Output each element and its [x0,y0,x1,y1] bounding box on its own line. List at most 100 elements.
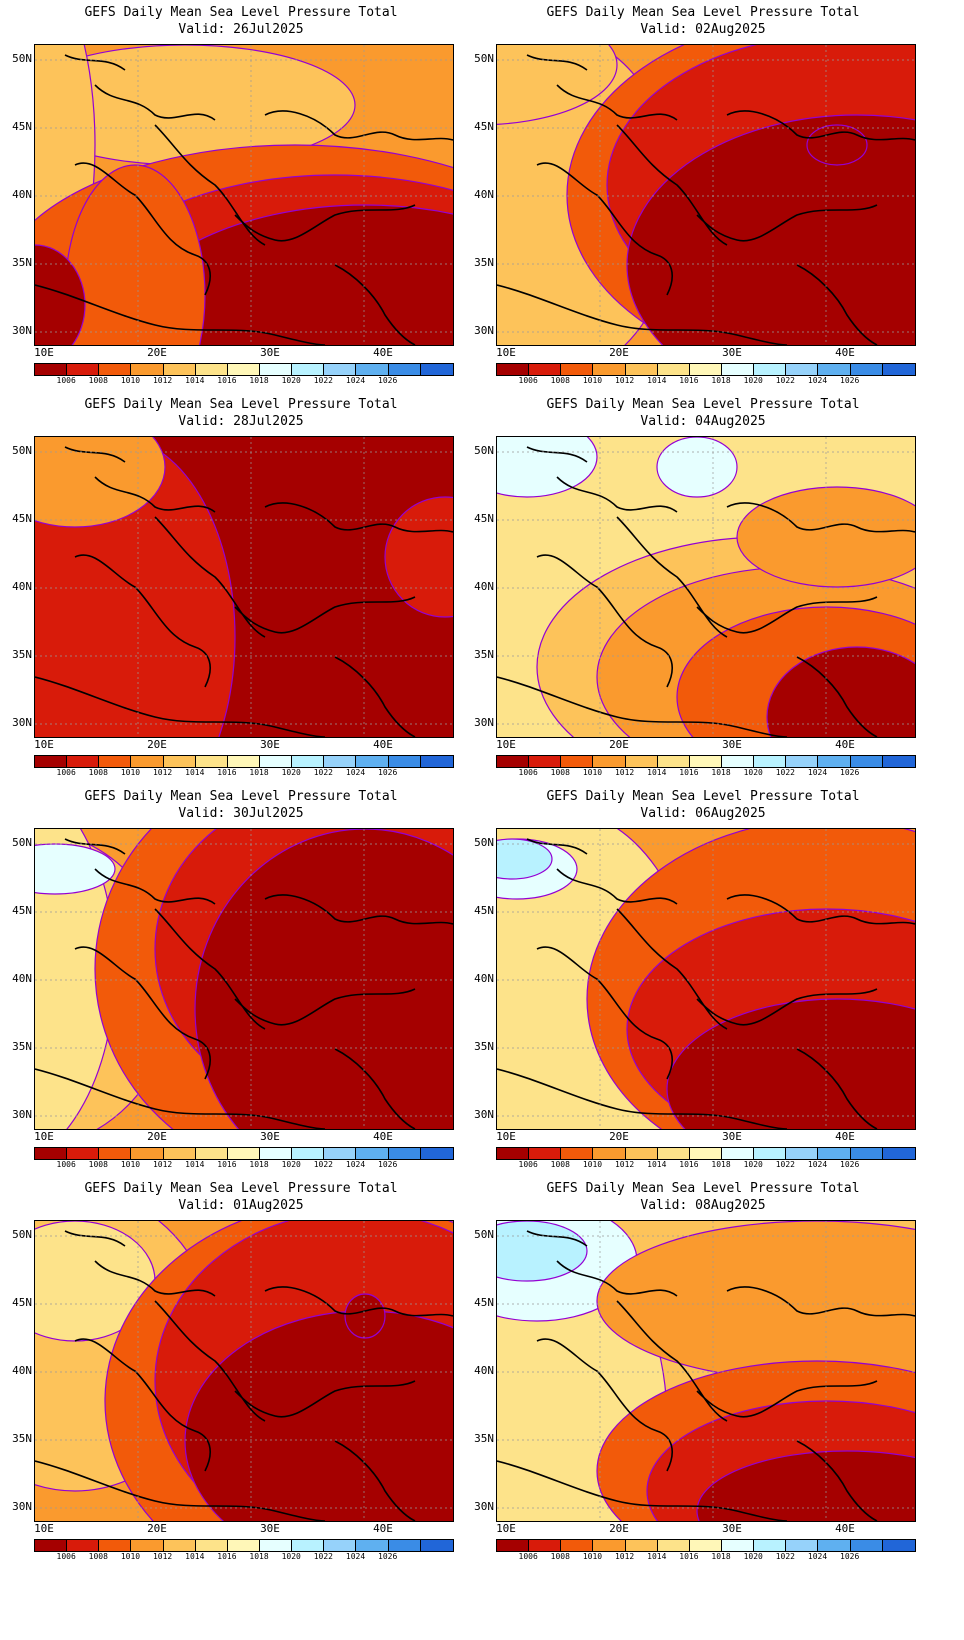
pressure-contour [497,1221,588,1282]
coastline [234,596,416,634]
colorbar-label: 1018 [711,768,731,777]
colorbar [496,755,916,768]
pressure-contour [497,437,598,498]
colorbar-swatch [259,1540,293,1551]
coastline [94,868,216,905]
colorbar-swatch [356,1540,389,1551]
lat-tick-label: 40N [12,972,32,985]
colorbar-label: 1006 [56,768,76,777]
colorbar-swatch [497,1148,530,1159]
colorbar-swatch [818,1540,851,1551]
colorbar [34,1539,454,1552]
colorbar-label: 1008 [88,1552,108,1561]
coastline [264,110,453,141]
colorbar-label: 1018 [711,376,731,385]
lat-tick-label: 30N [474,716,494,729]
coastline [526,1230,588,1247]
colorbar-swatch [388,364,421,375]
colorbar-swatch [754,1148,787,1159]
colorbar-swatch [818,1148,851,1159]
lon-tick-label: 40E [373,738,393,751]
colorbar-label: 1012 [152,1552,173,1561]
coastline [526,54,588,71]
colorbar-label: 1020 [743,376,763,385]
coastline [35,676,326,737]
colorbar-swatch [131,364,164,375]
colorbar-label: 1022 [775,1552,795,1561]
colorbar-label: 1024 [807,1552,828,1561]
colorbar-swatch [786,1540,819,1551]
pressure-map [34,436,454,738]
colorbar-swatch [689,1148,722,1159]
colorbar-swatch [356,1148,389,1159]
colorbar [496,363,916,376]
colorbar-label: 1022 [775,1160,795,1169]
lat-tick-label: 35N [12,648,32,661]
panel-title: GEFS Daily Mean Sea Level Pressure Total [84,397,398,412]
colorbar-label: 1006 [518,1160,538,1169]
lat-tick-label: 45N [12,512,32,525]
colorbar-swatch [388,1148,421,1159]
coastline [526,446,588,463]
lon-tick-label: 40E [373,1522,393,1535]
colorbar-swatch [529,1148,562,1159]
pressure-contour [384,496,453,618]
coastline [696,596,878,634]
panel-valid-date: Valid: 01Aug2025 [178,1198,304,1213]
colorbar-label: 1018 [711,1552,731,1561]
coastline [154,124,266,246]
lat-tick-label: 30N [12,1500,32,1513]
map-panel: GEFS Daily Mean Sea Level Pressure Total… [0,392,482,802]
coastline [536,946,673,1080]
lat-tick-label: 40N [474,188,494,201]
coastline [526,838,588,855]
panel-title: GEFS Daily Mean Sea Level Pressure Total [84,789,398,804]
colorbar-swatch [593,1540,626,1551]
lon-tick-label: 20E [147,738,167,751]
colorbar-label: 1006 [56,1552,76,1561]
pressure-contour [497,838,553,880]
coastline [154,1300,266,1422]
lon-tick-label: 20E [147,346,167,359]
lon-tick-label: 30E [722,1522,742,1535]
colorbar-label: 1016 [679,1552,699,1561]
coastline [726,1286,915,1317]
colorbar-swatch [561,756,594,767]
colorbar-swatch [259,1148,293,1159]
colorbar-label: 1018 [249,1552,269,1561]
colorbar-swatch [625,1540,658,1551]
coastline [796,264,878,345]
lon-tick-label: 30E [260,1130,280,1143]
lat-tick-label: 40N [12,188,32,201]
lon-tick-label: 20E [609,738,629,751]
panel-title: GEFS Daily Mean Sea Level Pressure Total [546,397,860,412]
pressure-contour [194,829,453,1129]
lat-tick-label: 45N [474,512,494,525]
colorbar-swatch [292,756,325,767]
coastline [334,656,416,737]
colorbar-swatch [786,364,819,375]
lat-tick-label: 45N [474,904,494,917]
coastline [696,1380,878,1418]
lat-tick-label: 45N [12,120,32,133]
lat-tick-label: 40N [474,972,494,985]
pressure-contour [666,998,915,1129]
coastline [334,1048,416,1129]
colorbar-label: 1014 [647,1160,667,1169]
lon-tick-label: 10E [34,738,54,751]
colorbar-label: 1018 [249,1160,269,1169]
colorbar-swatch [529,1540,562,1551]
lat-tick-label: 35N [12,256,32,269]
colorbar-swatch [259,756,293,767]
colorbar-swatch [818,756,851,767]
colorbar-swatch [529,756,562,767]
colorbar-label: 1024 [345,768,366,777]
colorbar-swatch [227,1540,260,1551]
lat-tick-label: 30N [12,324,32,337]
lon-tick-label: 30E [260,738,280,751]
coastline [536,1338,673,1472]
pressure-map [34,1220,454,1522]
colorbar-swatch [625,756,658,767]
coastline [616,908,728,1030]
lat-tick-label: 35N [474,1432,494,1445]
